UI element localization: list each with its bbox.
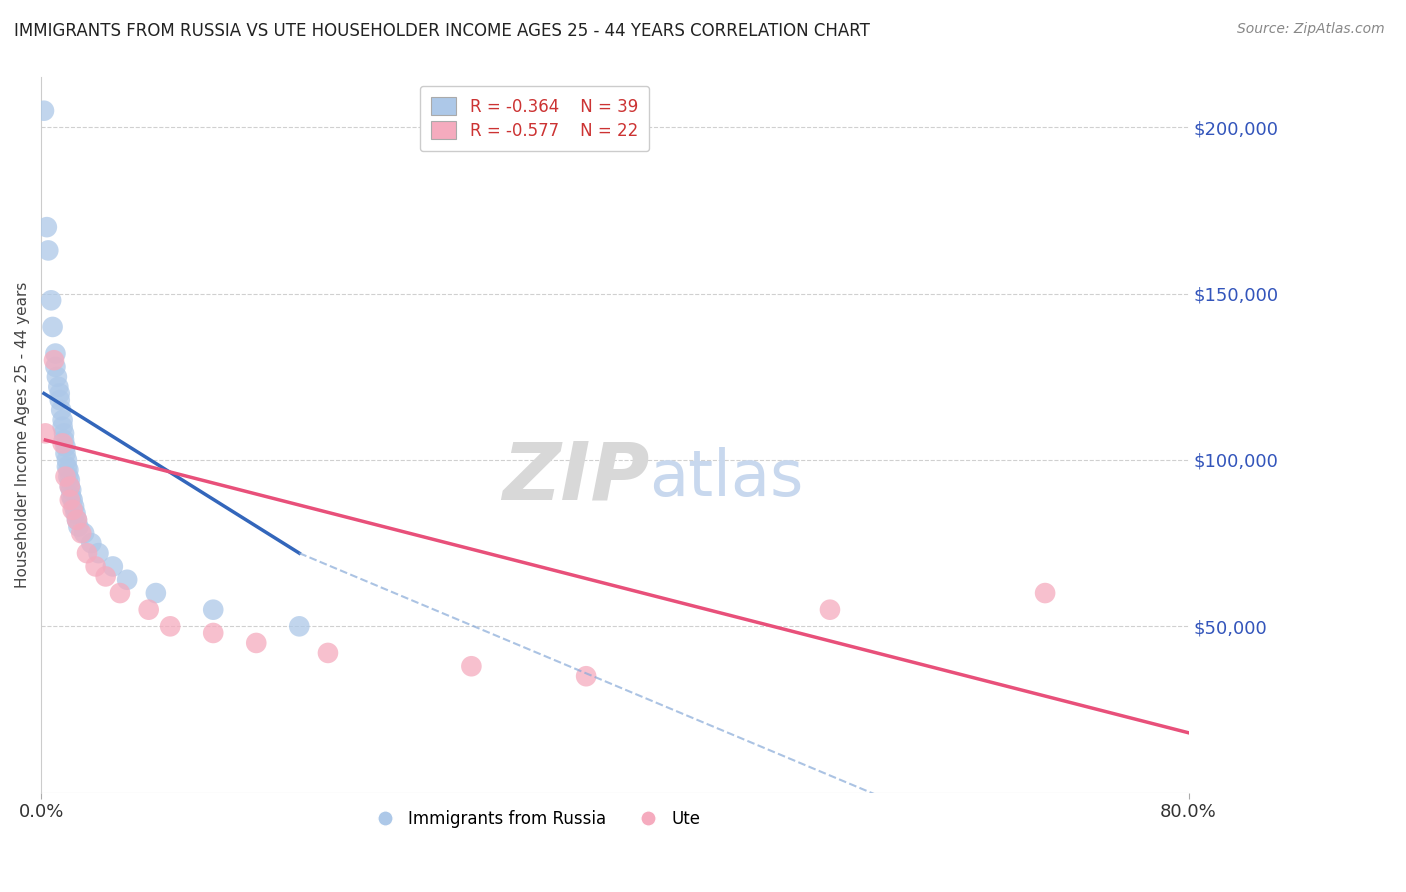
Point — [52, 413, 75, 427]
Text: ZIP: ZIP — [502, 439, 650, 517]
Point — [202, 626, 225, 640]
Point — [84, 559, 107, 574]
Point — [58, 469, 80, 483]
Point — [53, 426, 76, 441]
Text: Source: ZipAtlas.com: Source: ZipAtlas.com — [1237, 22, 1385, 37]
Point — [56, 459, 79, 474]
Point — [44, 359, 66, 374]
Point — [59, 492, 82, 507]
Point — [41, 320, 63, 334]
Point — [45, 369, 67, 384]
Point — [202, 603, 225, 617]
Point — [94, 569, 117, 583]
Point — [32, 103, 55, 118]
Point — [818, 603, 841, 617]
Point — [55, 446, 77, 460]
Y-axis label: Householder Income Ages 25 - 44 years: Householder Income Ages 25 - 44 years — [15, 282, 30, 588]
Point — [145, 586, 167, 600]
Point — [55, 469, 77, 483]
Point — [80, 536, 103, 550]
Point — [66, 513, 89, 527]
Point — [55, 440, 77, 454]
Point — [65, 506, 87, 520]
Point — [460, 659, 482, 673]
Point — [63, 500, 86, 514]
Point — [288, 619, 311, 633]
Point — [62, 492, 84, 507]
Point — [60, 490, 83, 504]
Point — [87, 546, 110, 560]
Point — [49, 386, 72, 401]
Point — [159, 619, 181, 633]
Point — [575, 669, 598, 683]
Text: atlas: atlas — [650, 447, 804, 509]
Point — [76, 546, 98, 560]
Point — [34, 426, 56, 441]
Point — [37, 244, 59, 258]
Point — [67, 519, 90, 533]
Point — [138, 603, 160, 617]
Point — [70, 526, 93, 541]
Legend: Immigrants from Russia, Ute: Immigrants from Russia, Ute — [361, 803, 707, 834]
Point — [115, 573, 138, 587]
Point — [59, 480, 82, 494]
Point — [39, 293, 62, 308]
Point — [62, 503, 84, 517]
Point — [56, 453, 79, 467]
Point — [53, 433, 76, 447]
Point — [42, 353, 65, 368]
Point — [66, 513, 89, 527]
Point — [49, 393, 72, 408]
Point — [59, 480, 82, 494]
Text: IMMIGRANTS FROM RUSSIA VS UTE HOUSEHOLDER INCOME AGES 25 - 44 YEARS CORRELATION : IMMIGRANTS FROM RUSSIA VS UTE HOUSEHOLDE… — [14, 22, 870, 40]
Point — [52, 436, 75, 450]
Point — [245, 636, 267, 650]
Point — [108, 586, 131, 600]
Point — [60, 483, 83, 497]
Point — [44, 346, 66, 360]
Point — [316, 646, 339, 660]
Point — [101, 559, 124, 574]
Point — [73, 526, 96, 541]
Point — [46, 380, 69, 394]
Point — [59, 473, 82, 487]
Point — [35, 220, 58, 235]
Point — [51, 403, 73, 417]
Point — [52, 419, 75, 434]
Point — [58, 463, 80, 477]
Point — [1033, 586, 1056, 600]
